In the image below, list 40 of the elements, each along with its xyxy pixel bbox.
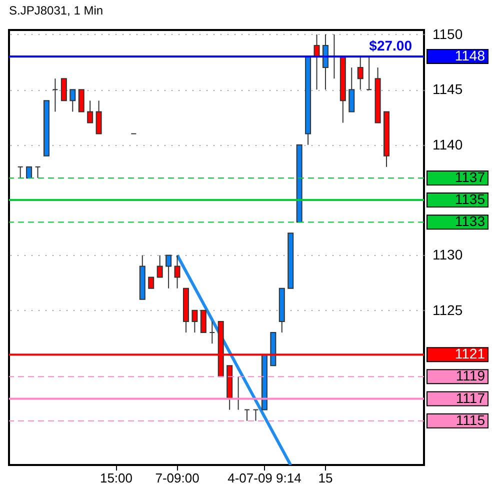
chart-title: S.JPJ8031, 1 Min (9, 3, 104, 18)
ref-line-label: 1135 (454, 191, 486, 208)
candlestick (357, 56, 364, 90)
candlestick (17, 166, 24, 178)
candlestick (244, 409, 250, 422)
y-tick-label: 1145 (432, 81, 463, 98)
candlestick (156, 254, 163, 278)
candlestick (70, 89, 76, 112)
candlestick (78, 89, 84, 112)
x-tick-label: 15 (318, 470, 333, 486)
candlestick (52, 78, 58, 112)
candlestick (96, 100, 102, 134)
ref-line-label: 1148 (454, 47, 486, 64)
ref-line-label: 1117 (456, 390, 486, 406)
candlestick (209, 320, 216, 344)
candlestick (174, 254, 180, 289)
candlestick (366, 56, 372, 90)
candlestick (192, 310, 198, 334)
candlestick (348, 67, 355, 112)
ref-line-label: 1137 (454, 168, 486, 185)
ref-line-label: 1121 (454, 346, 486, 362)
y-tick-label: 1140 (432, 136, 463, 152)
ref-line-label: 1133 (454, 213, 486, 230)
ref-line-label: 1119 (456, 368, 486, 384)
annotation: $27.00 (369, 37, 412, 54)
candlestick (252, 409, 259, 422)
candlestick (200, 310, 206, 334)
candlestick (60, 78, 67, 102)
y-tick-label: 1125 (432, 302, 463, 318)
x-tick-label: 7-09:00 (155, 470, 200, 486)
x-tick-label: 15:00 (100, 470, 133, 486)
y-tick-label: 1150 (432, 26, 463, 42)
candlestick (34, 166, 41, 178)
ref-line-label: 1115 (456, 412, 486, 428)
candlestick (87, 100, 94, 124)
x-tick-label: 4-07-09 9:14 (228, 470, 302, 486)
candlestick (166, 254, 172, 289)
candlestick (322, 34, 328, 90)
candlestick (148, 276, 154, 289)
y-tick-label: 1130 (432, 246, 463, 263)
